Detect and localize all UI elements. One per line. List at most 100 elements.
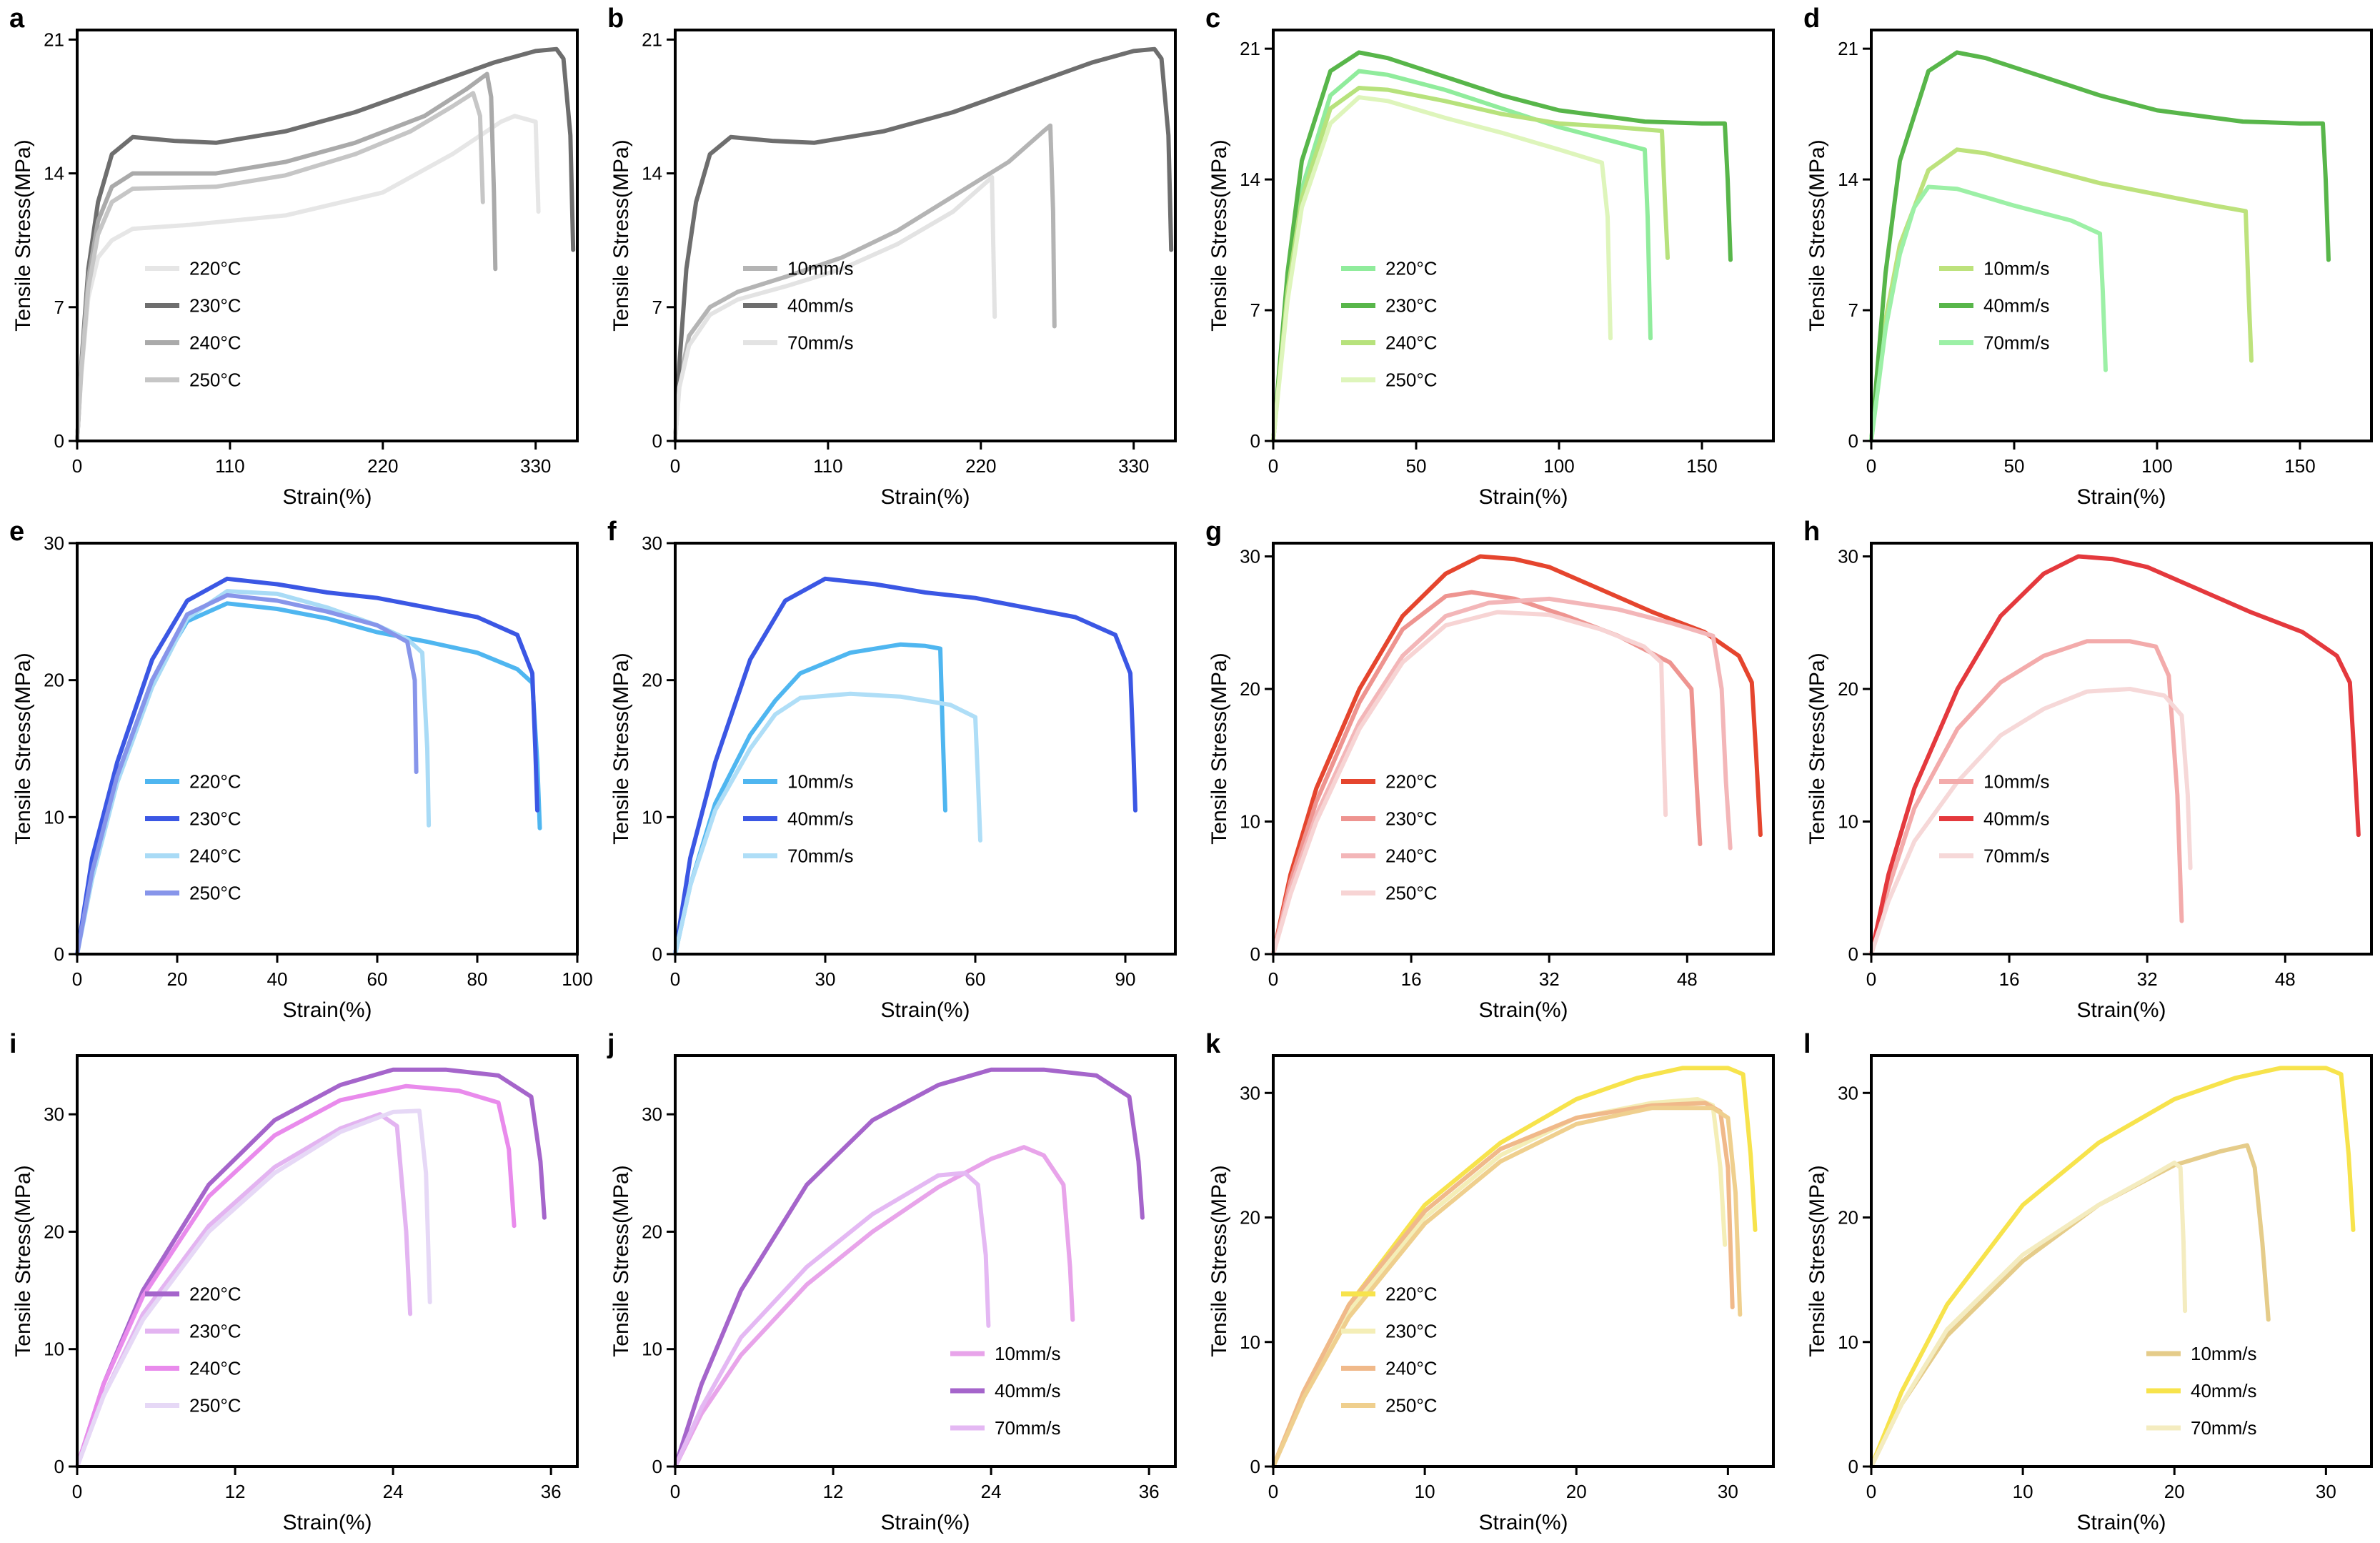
legend-label: 10mm/s: [1983, 258, 2049, 279]
x-tick-label: 16: [1401, 968, 1422, 990]
legend-label: 250°C: [189, 1395, 242, 1417]
x-tick-label: 220: [965, 455, 996, 477]
x-axis-label: Strain(%): [1478, 485, 1568, 509]
panel-letter: l: [1803, 1029, 1811, 1059]
x-tick-label: 0: [670, 455, 680, 477]
x-tick-label: 48: [1677, 968, 1698, 990]
y-tick-label: 10: [44, 1339, 64, 1360]
x-tick-label: 12: [225, 1481, 246, 1502]
panel-letter: j: [607, 1029, 615, 1059]
panel-h: h 0 16 32 48 0 10 20 30 Strain(%) Tensile Stress(M…: [1803, 517, 2373, 1022]
series-line: [1271, 610, 1668, 956]
series-line: [1271, 86, 1670, 443]
panel-letter: d: [1803, 4, 1820, 34]
legend-label: 230°C: [189, 1321, 242, 1342]
x-tick-label: 60: [965, 968, 986, 990]
legend-label: 250°C: [1385, 1395, 1438, 1417]
legend-label: 220°C: [189, 1284, 242, 1305]
y-axis-label: Tensile Stress(MPa): [1806, 139, 1829, 331]
x-tick-label: 20: [2164, 1481, 2185, 1502]
panel-letter: e: [9, 517, 24, 547]
x-tick-label: 32: [2137, 968, 2158, 990]
y-axis-label: Tensile Stress(MPa): [1208, 653, 1231, 844]
legend-label: 250°C: [1385, 369, 1438, 391]
series-line: [75, 1083, 517, 1469]
y-axis-label: Tensile Stress(MPa): [609, 653, 633, 844]
legend-label: 40mm/s: [1983, 808, 2049, 830]
y-tick-label: 10: [1838, 811, 1858, 833]
series-line: [1271, 1101, 1735, 1469]
y-tick-label: 21: [642, 29, 662, 50]
panel-c: c 0 50 100 150 0 7 14 21 Strain(%) Tensile Stress(…: [1205, 4, 1775, 509]
series-line: [673, 123, 1057, 443]
y-tick-label: 0: [1848, 1456, 1858, 1477]
legend-label: 230°C: [1385, 808, 1438, 830]
legend-label: 240°C: [1385, 332, 1438, 354]
panel-l: l 0 10 20 30 0 10 20 30 Strain(%) Tensile Stress(M…: [1803, 1029, 2373, 1534]
panel-letter: g: [1205, 517, 1222, 547]
plot-frame: [1870, 542, 2373, 956]
y-tick-label: 30: [44, 1103, 64, 1125]
y-tick-label: 20: [1838, 1207, 1858, 1229]
x-tick-label: 0: [72, 1481, 82, 1502]
x-tick-label: 110: [215, 455, 244, 477]
x-tick-label: 24: [981, 1481, 1002, 1502]
y-tick-label: 0: [54, 430, 64, 452]
legend-label: 10mm/s: [2191, 1343, 2256, 1364]
panel-j: j 0 12 24 36 0 10 20 30 Strain(%) Tensile Stress(M…: [607, 1029, 1177, 1534]
x-tick-label: 0: [72, 968, 82, 990]
legend-label: 70mm/s: [787, 845, 853, 867]
plot-frame: [76, 29, 579, 442]
series-line: [1271, 69, 1653, 443]
y-tick-label: 0: [652, 430, 662, 452]
legend-label: 40mm/s: [1983, 295, 2049, 317]
y-tick-label: 20: [44, 670, 64, 691]
y-tick-label: 0: [1250, 430, 1260, 452]
series-line: [1869, 1160, 2188, 1469]
y-tick-label: 10: [642, 1339, 662, 1360]
panel-b: b 0 110 220 330 0 7 14 21 Strain(%) Tensile Stress…: [607, 4, 1177, 509]
plot-frame: [76, 542, 579, 956]
y-tick-label: 7: [1848, 299, 1858, 321]
legend-label: 70mm/s: [995, 1417, 1060, 1439]
legend-label: 10mm/s: [787, 771, 853, 793]
legend-label: 240°C: [189, 332, 242, 354]
plot-frame: [76, 1054, 579, 1468]
legend-label: 230°C: [189, 808, 242, 830]
y-tick-label: 0: [652, 943, 662, 965]
series-line: [673, 576, 1137, 956]
x-axis-label: Strain(%): [1478, 998, 1568, 1022]
panel-g: g 0 16 32 48 0 10 20 30 Strain(%) Tensile Stress(M…: [1205, 517, 1775, 1022]
x-tick-label: 220: [367, 455, 398, 477]
plot-frame: [1272, 29, 1775, 442]
y-tick-label: 7: [652, 297, 662, 318]
x-tick-label: 150: [2284, 455, 2315, 477]
legend-label: 240°C: [189, 845, 242, 867]
x-tick-label: 10: [2013, 1481, 2033, 1502]
plot-frame: [674, 29, 1177, 442]
x-tick-label: 330: [520, 455, 551, 477]
panel-letter: i: [9, 1029, 17, 1059]
panel-letter: c: [1205, 4, 1220, 34]
y-axis-label: Tensile Stress(MPa): [1806, 653, 1829, 844]
panel-letter: h: [1803, 517, 1820, 547]
y-tick-label: 30: [1838, 1082, 1858, 1103]
x-tick-label: 50: [1406, 455, 1427, 477]
plot-frame: [1870, 29, 2373, 442]
legend-label: 250°C: [189, 369, 242, 391]
legend-label: 40mm/s: [995, 1380, 1060, 1401]
x-tick-label: 30: [2316, 1481, 2336, 1502]
y-tick-label: 30: [1240, 1082, 1260, 1103]
x-tick-label: 32: [1539, 968, 1560, 990]
y-axis-label: Tensile Stress(MPa): [609, 1165, 633, 1356]
x-tick-label: 16: [1999, 968, 2020, 990]
legend-label: 220°C: [189, 258, 242, 279]
x-tick-label: 0: [1866, 1481, 1876, 1502]
series-line: [1869, 147, 2254, 443]
x-tick-label: 100: [2141, 455, 2172, 477]
panel-e: e 0 20 40 60 80 100 0 10 20 30 Strain(%) Tensile Str…: [9, 517, 593, 1022]
legend-label: 10mm/s: [787, 258, 853, 279]
series-line: [673, 1171, 991, 1469]
series-line: [75, 1108, 432, 1469]
